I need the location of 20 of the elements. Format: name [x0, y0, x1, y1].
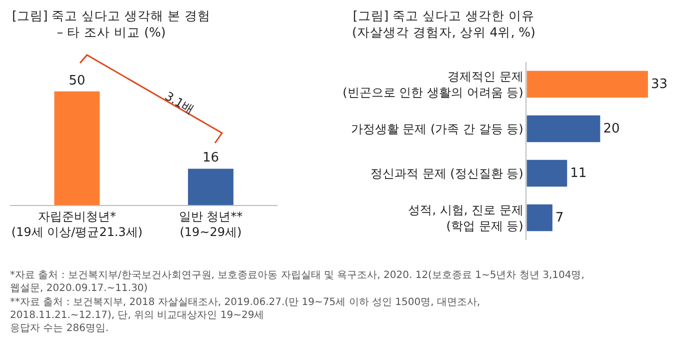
y-tick-label: 가정생활 문제 (가족 간 갈등 등)	[350, 122, 524, 136]
y-tick-label: 성적, 시험, 진로 문제 (학업 문제 등)	[408, 203, 524, 233]
data-label: 20	[603, 121, 620, 136]
text: *자료 출처 : 보건복지부/한국보건사회연구원, 보호종료아동 자립실태 및 욕구조사, 2020. 12(보호종료 1~5년차 청년 3,104명, 웹설문, 2020.09.17.~11.30)	[10, 270, 584, 294]
bar	[526, 70, 648, 98]
bar	[526, 204, 552, 232]
data-label: 11	[570, 166, 587, 181]
data-label: 16	[202, 150, 219, 166]
bar	[526, 160, 568, 187]
data-label: 50	[68, 73, 86, 88]
x-tick-label: 자립준비청년* (19세 이상/평균21.3세)	[11, 209, 143, 240]
y-tick-label: 경제적인 문제 (빈곤으로 인한 생활의 어려움 등)	[342, 70, 524, 100]
bar	[526, 115, 600, 142]
data-label: 33	[650, 76, 668, 92]
x-tick-label: 일반 청년** (19~29세)	[178, 209, 243, 240]
data-label: 7	[555, 210, 564, 226]
y-tick-label: 정신과적 문제 (정신질환 등)	[370, 166, 524, 180]
chart-title: [그림] 죽고 싶다고 생각해 본 경험 – 타 조사 비교 (%)	[12, 8, 211, 40]
text: **자료 출처 : 보건복지부, 2018 자살실태조사, 2019.06.27.(만 19~75세 이하 성인 1500명, 대면조사, 2018.11.21.~12.17), 단, 위의 비교대상자인 19~29세 응답자 수는 286명임.	[10, 297, 480, 334]
chart-title: [그림] 죽고 싶다고 생각한 이유 (자살생각 경험자, 상위 4위, %)	[352, 8, 536, 40]
